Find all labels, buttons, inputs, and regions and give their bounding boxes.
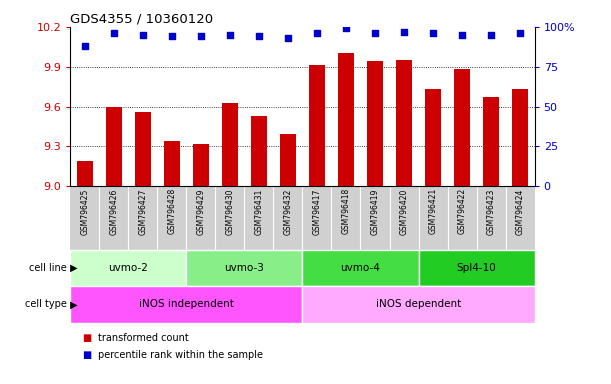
Point — [312, 30, 322, 36]
Text: GSM796424: GSM796424 — [516, 188, 525, 235]
Text: GSM796430: GSM796430 — [225, 188, 235, 235]
Text: Spl4-10: Spl4-10 — [456, 263, 497, 273]
Bar — [367, 61, 383, 186]
Point — [196, 33, 206, 40]
Text: GSM796428: GSM796428 — [167, 188, 177, 234]
Bar — [512, 89, 528, 186]
Text: iNOS independent: iNOS independent — [139, 299, 234, 310]
Text: GSM796418: GSM796418 — [342, 188, 351, 234]
Point — [457, 32, 467, 38]
Bar — [193, 144, 209, 186]
Point — [486, 32, 496, 38]
Point — [80, 43, 90, 49]
Text: ■: ■ — [82, 333, 92, 343]
Text: GSM796427: GSM796427 — [138, 188, 147, 235]
Text: GSM796420: GSM796420 — [400, 188, 409, 235]
Bar — [419, 250, 535, 286]
Text: GSM796421: GSM796421 — [428, 188, 437, 234]
Text: percentile rank within the sample: percentile rank within the sample — [98, 350, 263, 360]
Point — [428, 30, 438, 36]
Text: cell line: cell line — [29, 263, 67, 273]
Text: GDS4355 / 10360120: GDS4355 / 10360120 — [70, 13, 213, 26]
Bar — [483, 97, 499, 186]
Bar — [135, 112, 151, 186]
Text: uvmo-2: uvmo-2 — [108, 263, 148, 273]
Text: GSM796429: GSM796429 — [196, 188, 205, 235]
Bar — [302, 250, 419, 286]
Text: GSM796426: GSM796426 — [109, 188, 119, 235]
Text: GSM796422: GSM796422 — [458, 188, 467, 234]
Point — [515, 30, 525, 36]
Bar — [302, 286, 535, 323]
Point — [109, 30, 119, 36]
Point — [225, 32, 235, 38]
Text: ▶: ▶ — [67, 263, 78, 273]
Bar — [106, 106, 122, 186]
Text: ▶: ▶ — [67, 299, 78, 310]
Text: iNOS dependent: iNOS dependent — [376, 299, 461, 310]
Point — [138, 32, 148, 38]
Point — [370, 30, 380, 36]
Text: ■: ■ — [82, 350, 92, 360]
Bar — [309, 65, 325, 186]
Bar — [186, 250, 302, 286]
Text: GSM796432: GSM796432 — [284, 188, 293, 235]
Bar — [70, 250, 186, 286]
Text: GSM796431: GSM796431 — [254, 188, 263, 235]
Bar — [77, 161, 93, 186]
Text: GSM796419: GSM796419 — [370, 188, 379, 235]
Bar — [164, 141, 180, 186]
Bar — [338, 53, 354, 186]
Text: GSM796425: GSM796425 — [80, 188, 89, 235]
Point — [283, 35, 293, 41]
Point — [254, 33, 264, 40]
Text: cell type: cell type — [25, 299, 67, 310]
Bar — [70, 286, 302, 323]
Point — [167, 33, 177, 40]
Text: GSM796417: GSM796417 — [312, 188, 321, 235]
Point — [341, 25, 351, 31]
Text: uvmo-4: uvmo-4 — [340, 263, 381, 273]
Bar — [280, 134, 296, 186]
Point — [399, 28, 409, 35]
Text: GSM796423: GSM796423 — [486, 188, 496, 235]
Bar — [425, 89, 441, 186]
Bar — [222, 103, 238, 186]
Bar — [251, 116, 267, 186]
Text: uvmo-3: uvmo-3 — [224, 263, 265, 273]
Text: transformed count: transformed count — [98, 333, 189, 343]
Bar — [454, 70, 470, 186]
Bar — [396, 60, 412, 186]
